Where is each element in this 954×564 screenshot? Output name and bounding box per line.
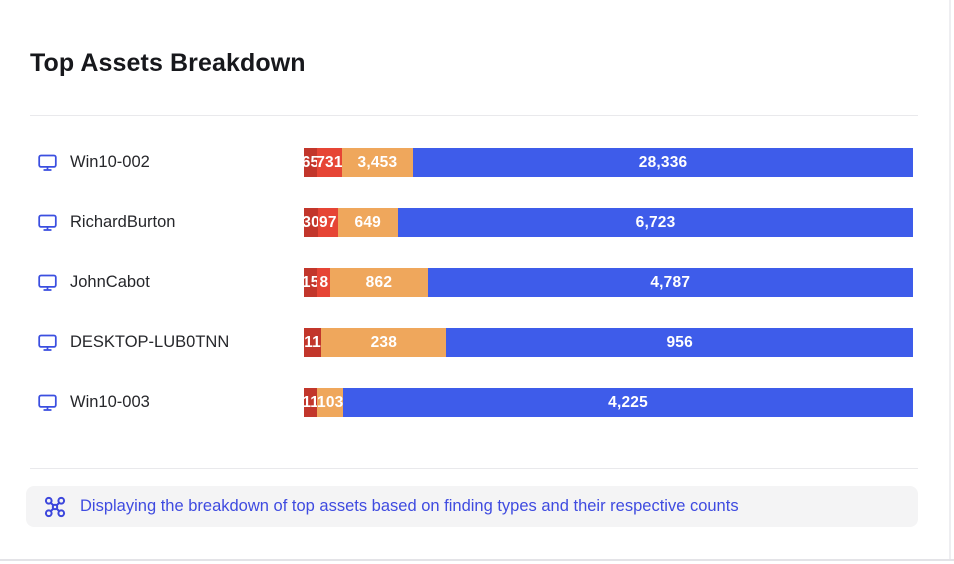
bar-segment-red[interactable]: 8 [317,268,331,297]
bar-segment-orange[interactable]: 649 [337,208,399,237]
bar-segment-orange[interactable]: 3,453 [341,148,414,177]
title-divider [30,115,918,116]
asset-row: RichardBurton 30 97 649 6,723 [30,208,918,237]
asset-cell: Win10-002 [30,152,304,173]
bar-segment-value: 4,787 [650,273,691,291]
page-title: Top Assets Breakdown [30,49,306,77]
monitor-icon [37,212,58,233]
asset-row: Win10-002 65 731 3,453 28,336 [30,148,918,177]
asset-label: Win10-002 [70,153,150,171]
stacked-bar: 11 103 4,225 [304,388,914,417]
footer-message: Displaying the breakdown of top assets b… [80,497,739,515]
bar-segment-value: 3,453 [357,153,398,171]
top-assets-breakdown-widget: Top Assets Breakdown Win10-002 65 731 3,45… [26,49,918,527]
bar-segment-value: 15 [304,273,318,291]
bar-segment-value: 28,336 [638,153,688,171]
bar-segment-orange[interactable]: 862 [330,268,428,297]
bar-segment-value: 30 [304,213,319,231]
bar-segment-dark_red[interactable]: 11 [304,328,322,357]
bottom-edge-divider [0,559,954,561]
bar-segment-value: 862 [365,273,393,291]
stacked-bar: 11 238 956 [304,328,913,357]
bar-segment-value: 238 [370,333,398,351]
asset-label: DESKTOP-LUB0TNN [70,333,230,351]
stacked-bar: 15 8 862 4,787 [304,268,913,297]
stacked-bar: 30 97 649 6,723 [304,208,913,237]
bar-segment-value: 11 [304,393,318,411]
bar-segment-value: 103 [317,393,344,411]
asset-cell: DESKTOP-LUB0TNN [30,332,304,353]
asset-cell: RichardBurton [30,212,304,233]
bar-segment-value: 6,723 [635,213,676,231]
asset-label: Win10-003 [70,393,150,411]
bar-segment-blue[interactable]: 4,787 [427,268,913,297]
bar-segment-value: 8 [319,273,329,291]
bar-segment-orange[interactable]: 103 [317,388,344,417]
asset-cell: JohnCabot [30,272,304,293]
bar-segment-dark_red[interactable]: 11 [304,388,318,417]
monitor-icon [37,392,58,413]
drone-icon [44,496,66,518]
bar-segment-value: 97 [319,213,337,231]
bar-segment-blue[interactable]: 956 [446,328,913,357]
bar-segment-blue[interactable]: 6,723 [398,208,913,237]
asset-rows: Win10-002 65 731 3,453 28,336 RichardBurton… [30,148,918,417]
bar-segment-value: 11 [304,333,322,351]
footer-note: Displaying the breakdown of top assets b… [26,486,918,527]
monitor-icon [37,332,58,353]
asset-row: DESKTOP-LUB0TNN 11 238 956 [30,328,918,357]
asset-label: RichardBurton [70,213,176,231]
bar-segment-red[interactable]: 97 [318,208,338,237]
asset-row: JohnCabot 15 8 862 4,787 [30,268,918,297]
asset-row: Win10-003 11 103 4,225 [30,388,918,417]
footer-divider [30,468,918,469]
bar-segment-value: 4,225 [608,393,648,411]
asset-label: JohnCabot [70,273,150,291]
bar-segment-dark_red[interactable]: 15 [304,268,318,297]
bar-segment-value: 649 [354,213,381,231]
bar-segment-orange[interactable]: 238 [321,328,447,357]
bar-segment-blue[interactable]: 4,225 [343,388,914,417]
right-edge-divider [949,0,951,561]
bar-segment-value: 731 [317,153,342,171]
bar-segment-dark_red[interactable]: 30 [304,208,319,237]
bar-segment-blue[interactable]: 28,336 [413,148,913,177]
stacked-bar: 65 731 3,453 28,336 [304,148,913,177]
bar-segment-red[interactable]: 731 [317,148,342,177]
asset-cell: Win10-003 [30,392,304,413]
bar-segment-dark_red[interactable]: 65 [304,148,318,177]
bar-segment-value: 956 [666,333,693,351]
monitor-icon [37,272,58,293]
monitor-icon [37,152,58,173]
bar-segment-value: 65 [304,153,318,171]
